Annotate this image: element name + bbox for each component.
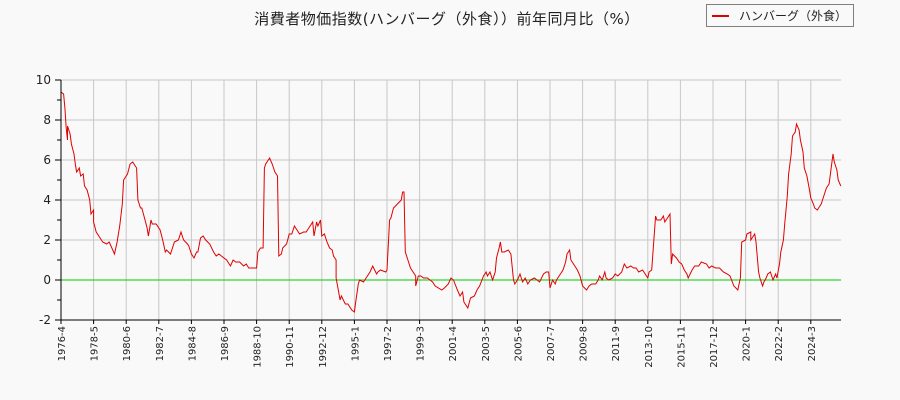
- x-tick-label: 2007-7: [546, 326, 557, 361]
- x-tick-label: 2022-2: [774, 326, 785, 361]
- x-tick-label: 1995-1: [350, 326, 361, 361]
- x-tick-label: 1976-4: [57, 326, 68, 361]
- x-axis-ticks: 1976-4 1978-5 1980-6 1982-7 1984-8 1986-9 1988…: [57, 320, 818, 368]
- y-tick-label: 0: [43, 273, 51, 287]
- legend-line-swatch-icon: [712, 14, 729, 17]
- x-tick-label: 1978-5: [90, 326, 101, 361]
- x-tick-label: 2017-12: [709, 326, 720, 368]
- x-tick-label: 1992-12: [318, 326, 329, 368]
- y-tick-label: 2: [43, 233, 51, 247]
- x-tick-label: 1997-2: [383, 326, 394, 361]
- chart-title: 消費者物価指数(ハンバーグ（外食））前年同月比（%）: [0, 8, 900, 29]
- legend: ハンバーグ（外食）: [706, 4, 854, 27]
- x-tick-label: 2020-1: [742, 326, 753, 361]
- x-tick-label: 2005-6: [513, 326, 524, 361]
- chart-title-text: 消費者物価指数(ハンバーグ（外食））前年同月比（%）: [254, 10, 640, 28]
- y-tick-label: 6: [43, 153, 51, 167]
- y-axis-ticks: -2 0 2 4 6 8 10: [36, 73, 61, 327]
- x-tick-label: 1980-6: [122, 326, 133, 361]
- x-tick-label: 1986-9: [220, 326, 231, 361]
- legend-label: ハンバーグ（外食）: [739, 9, 848, 23]
- y-tick-label: 10: [36, 73, 51, 87]
- y-tick-label: 4: [43, 193, 51, 207]
- series-line-hamburger: [60, 91, 842, 313]
- x-tick-label: 1990-11: [285, 326, 296, 368]
- x-tick-label: 1999-3: [416, 326, 427, 361]
- x-tick-label: 1984-8: [187, 326, 198, 361]
- x-tick-label: 1988-10: [253, 326, 264, 368]
- x-tick-label: 2009-8: [579, 326, 590, 361]
- y-tick-label: 8: [43, 113, 51, 127]
- x-tick-label: 2003-5: [481, 326, 492, 361]
- x-tick-label: 1982-7: [155, 326, 166, 361]
- x-tick-label: 2013-10: [644, 326, 655, 368]
- x-tick-label: 2011-9: [611, 326, 622, 361]
- x-tick-label: 2024-3: [807, 326, 818, 361]
- y-tick-label: -2: [39, 313, 51, 327]
- gridlines: [61, 79, 841, 320]
- x-tick-label: 2015-11: [676, 326, 687, 368]
- x-tick-label: 2001-4: [448, 326, 459, 361]
